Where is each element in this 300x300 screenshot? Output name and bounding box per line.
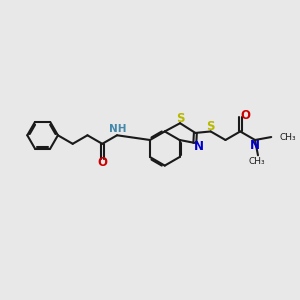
Text: O: O xyxy=(241,109,250,122)
Text: N: N xyxy=(250,140,260,152)
Text: N: N xyxy=(194,140,204,153)
Text: NH: NH xyxy=(109,124,126,134)
Text: O: O xyxy=(97,156,107,169)
Text: S: S xyxy=(176,112,184,125)
Text: CH₃: CH₃ xyxy=(248,157,265,166)
Text: S: S xyxy=(206,120,215,133)
Text: CH₃: CH₃ xyxy=(279,133,296,142)
